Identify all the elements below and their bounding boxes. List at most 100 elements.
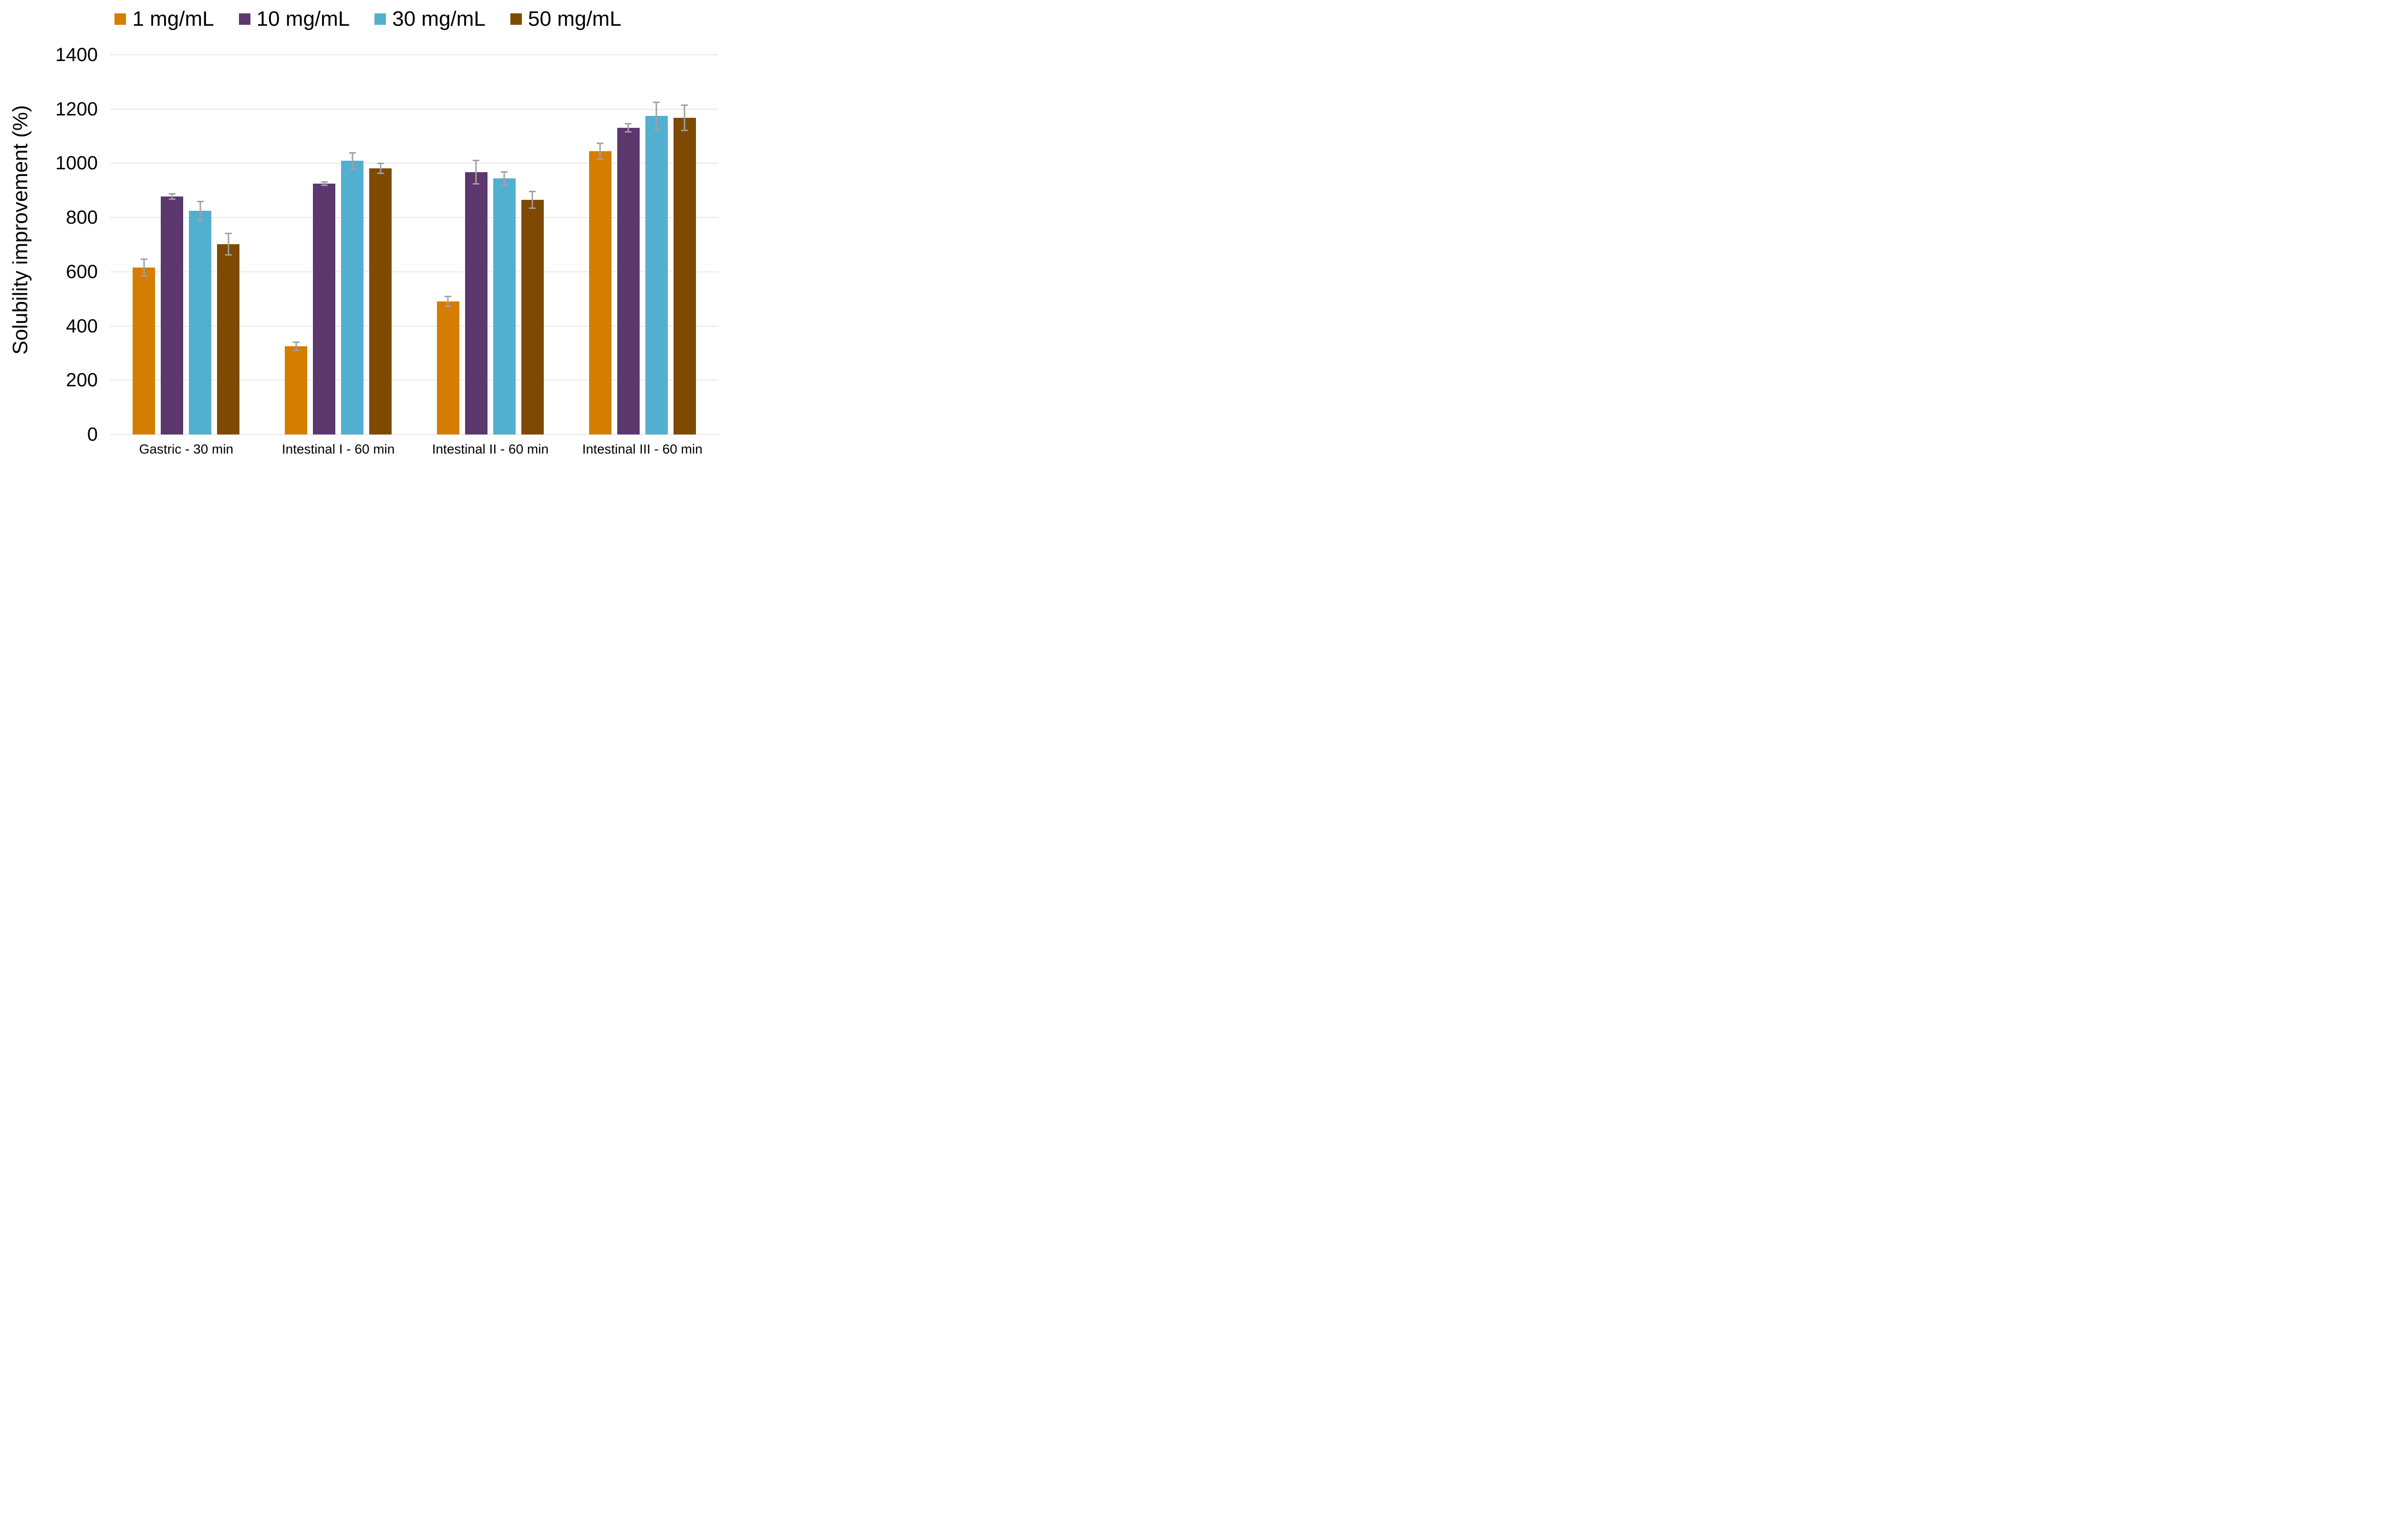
error-bar — [681, 104, 688, 131]
error-bar-cap — [321, 185, 328, 186]
gridline — [110, 271, 718, 272]
error-bar — [529, 191, 536, 209]
bar — [645, 101, 668, 434]
error-bar-cap — [377, 172, 384, 174]
bar — [313, 181, 336, 434]
bar — [617, 123, 640, 434]
error-bar — [292, 341, 300, 351]
bar — [161, 193, 184, 434]
bar-group — [110, 55, 262, 434]
bars-row — [436, 160, 544, 434]
x-category-label: Intestinal III - 60 min — [582, 442, 703, 456]
legend-label: 1 mg/mL — [132, 7, 214, 31]
error-bar-cap — [597, 158, 604, 160]
error-bar — [377, 163, 384, 174]
error-bar-line — [475, 160, 477, 185]
error-bar — [473, 160, 480, 185]
x-category-label: Intestinal I - 60 min — [281, 442, 395, 456]
error-bar-line — [171, 193, 173, 200]
error-bar-line — [143, 258, 145, 277]
error-bar-line — [295, 341, 297, 351]
x-category-label: Intestinal II - 60 min — [432, 442, 549, 456]
plot-area — [110, 54, 718, 435]
error-bar-line — [323, 181, 325, 186]
error-bar — [597, 143, 604, 160]
error-bar-line — [352, 152, 353, 169]
bar — [465, 160, 487, 434]
y-tick-label: 0 — [87, 424, 98, 445]
legend-label: 30 mg/mL — [392, 7, 486, 31]
bar — [217, 233, 240, 434]
error-bar-cap — [625, 131, 632, 133]
y-tick-label: 1200 — [55, 98, 98, 120]
legend-label: 10 mg/mL — [256, 7, 350, 31]
error-bar-line — [503, 171, 505, 186]
error-bar-cap — [445, 305, 452, 307]
gridline — [110, 434, 718, 435]
error-bar — [321, 181, 328, 186]
y-tick-label: 600 — [66, 261, 98, 282]
error-bar-cap — [197, 219, 204, 221]
error-bar — [625, 123, 632, 133]
error-bar-line — [684, 104, 685, 131]
legend-swatch — [114, 13, 126, 25]
error-bar-cap — [473, 183, 480, 185]
error-bar-line — [447, 296, 449, 307]
bar — [589, 143, 612, 434]
legend-item: 50 mg/mL — [510, 7, 622, 31]
gridline — [110, 380, 718, 381]
error-bar — [653, 101, 660, 131]
bars-row — [589, 101, 696, 434]
bars-row — [133, 193, 240, 434]
legend-swatch — [238, 13, 250, 25]
legend-swatch — [510, 13, 522, 25]
gridline — [110, 108, 718, 110]
bar — [285, 341, 308, 434]
legend-item: 1 mg/mL — [114, 7, 214, 31]
bar — [369, 163, 392, 434]
bar-group — [262, 55, 415, 434]
error-bar-line — [655, 101, 657, 131]
error-bar — [501, 171, 508, 186]
gridline — [110, 163, 718, 164]
bar — [673, 104, 696, 434]
bar-groups — [110, 55, 718, 434]
bar — [493, 171, 516, 434]
error-bar-cap — [529, 207, 536, 209]
gridline — [110, 54, 718, 55]
error-bar-cap — [140, 275, 147, 277]
legend-swatch — [374, 13, 386, 25]
y-tick-label: 200 — [66, 370, 98, 391]
error-bar — [225, 233, 232, 256]
error-bar-cap — [168, 198, 176, 200]
y-tick-label: 400 — [66, 315, 98, 337]
legend: 1 mg/mL 10 mg/mL 30 mg/mL 50 mg/mL — [0, 7, 736, 31]
error-bar — [445, 296, 452, 307]
legend-label: 50 mg/mL — [528, 7, 622, 31]
bar — [133, 258, 156, 434]
y-tick-label: 800 — [66, 207, 98, 228]
error-bar-line — [199, 200, 201, 221]
legend-item: 10 mg/mL — [238, 7, 350, 31]
error-bar-line — [627, 123, 629, 133]
bar — [341, 152, 364, 434]
error-bar — [168, 193, 176, 200]
bar-chart: 1 mg/mL 10 mg/mL 30 mg/mL 50 mg/mL Solubili… — [0, 0, 736, 462]
error-bar-cap — [681, 129, 688, 131]
bar — [189, 200, 212, 434]
x-category-label: Gastric - 30 min — [139, 442, 234, 456]
y-tick-label: 1000 — [55, 153, 98, 174]
error-bar-cap — [349, 167, 356, 169]
legend-item: 30 mg/mL — [374, 7, 486, 31]
bar-group — [415, 55, 567, 434]
bar — [436, 296, 459, 434]
error-bar-cap — [501, 184, 508, 186]
y-tick-label: 1400 — [55, 44, 98, 65]
error-bar-line — [531, 191, 533, 209]
error-bar-cap — [653, 129, 660, 131]
bar — [521, 191, 544, 434]
x-axis-labels: Gastric - 30 min Intestinal I - 60 min Int… — [110, 441, 718, 457]
error-bar-line — [228, 233, 229, 256]
error-bar-line — [599, 143, 601, 160]
bar-group — [566, 55, 718, 434]
